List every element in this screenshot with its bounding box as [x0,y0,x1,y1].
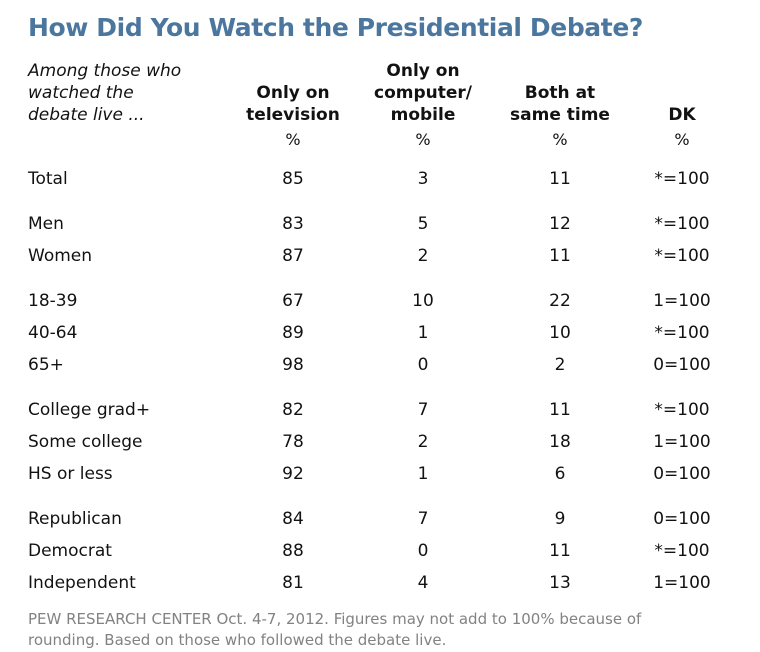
table-row: Republican 84 7 9 0=100 [28,490,732,535]
row-label: HS or less [28,464,113,484]
cell-value: 13 [549,573,571,593]
dk-value: *=100 [654,400,710,420]
dk-value: 0=100 [653,355,711,375]
unit-row: % % % % [28,126,732,150]
dk-value: 1=100 [653,573,711,593]
statistics-table: Among those who watched the debate live … [28,60,732,599]
cell-value: 1 [417,323,429,343]
footnote-line: rounding. Based on those who followed th… [28,631,447,649]
cell-value: 0 [417,355,429,375]
cell-value: 5 [417,214,429,234]
column-header-only-on-computer-mobile: Only on computer/ mobile [374,61,472,125]
table-row: Women 87 2 11 *=100 [28,240,732,272]
cell-value: 88 [282,541,304,561]
table-row: HS or less 92 1 6 0=100 [28,458,732,490]
table-body: Total 85 3 11 *=100 Men 83 5 12 *=100 Women 87 2 11 *=… [28,150,732,599]
row-label: Total [28,169,68,189]
row-label: 18-39 [28,291,78,311]
cell-value: 78 [282,432,304,452]
header-row: Among those who watched the debate live … [28,60,732,126]
cell-value: 98 [282,355,304,375]
table-row: Some college 78 2 18 1=100 [28,426,732,458]
cell-value: 67 [282,291,304,311]
cell-value: 11 [549,400,571,420]
cell-value: 82 [282,400,304,420]
cell-value: 7 [417,509,429,529]
dk-value: 0=100 [653,464,711,484]
table-row: Democrat 88 0 11 *=100 [28,535,732,567]
row-label: 40-64 [28,323,78,343]
cell-value: 2 [417,432,429,452]
cell-value: 4 [417,573,429,593]
unit-spacer [28,126,228,150]
cell-value: 89 [282,323,304,343]
table-row: Independent 81 4 13 1=100 [28,567,732,599]
cell-value: 18 [549,432,571,452]
table-row: 65+ 98 0 2 0=100 [28,349,732,381]
cell-value: 83 [282,214,304,234]
cell-value: 81 [282,573,304,593]
cell-value: 3 [417,169,429,189]
dk-value: 1=100 [653,432,711,452]
cell-value: 11 [549,169,571,189]
column-header-only-on-television: Only on television [246,83,340,125]
footnote: PEW RESEARCH CENTER Oct. 4-7, 2012. Figu… [28,609,732,651]
dk-value: *=100 [654,214,710,234]
page-title: How Did You Watch the Presidential Debat… [28,13,643,42]
row-label: Democrat [28,541,112,561]
percent-sign: % [285,130,301,149]
row-label: Independent [28,573,136,593]
cell-value: 85 [282,169,304,189]
cell-value: 12 [549,214,571,234]
cell-value: 7 [417,400,429,420]
table-row: 40-64 89 1 10 *=100 [28,317,732,349]
cell-value: 84 [282,509,304,529]
cell-value: 1 [417,464,429,484]
cell-value: 2 [554,355,566,375]
cell-value: 11 [549,541,571,561]
cell-value: 9 [554,509,566,529]
column-header-dk: DK [668,105,696,125]
cell-value: 92 [282,464,304,484]
table-row: Total 85 3 11 *=100 [28,150,732,195]
percent-sign: % [552,130,568,149]
table-row: College grad+ 82 7 11 *=100 [28,381,732,426]
table-row: 18-39 67 10 22 1=100 [28,272,732,317]
cell-value: 0 [417,541,429,561]
cell-value: 6 [554,464,566,484]
cell-value: 10 [549,323,571,343]
cell-value: 10 [412,291,434,311]
percent-sign: % [415,130,431,149]
cell-value: 22 [549,291,571,311]
dk-value: *=100 [654,246,710,266]
row-label: Some college [28,432,143,452]
row-label: Republican [28,509,122,529]
percent-sign: % [674,130,690,149]
footnote-line: PEW RESEARCH CENTER Oct. 4-7, 2012. Figu… [28,610,642,628]
cell-value: 11 [549,246,571,266]
table-row: Men 83 5 12 *=100 [28,195,732,240]
dk-value: 1=100 [653,291,711,311]
dk-value: 0=100 [653,509,711,529]
cell-value: 87 [282,246,304,266]
row-label: Women [28,246,93,266]
table-header: Among those who watched the debate live … [28,60,732,150]
dk-value: *=100 [654,169,710,189]
row-label: Men [28,214,64,234]
dk-value: *=100 [654,541,710,561]
cell-value: 2 [417,246,429,266]
row-label: 65+ [28,355,64,375]
dk-value: *=100 [654,323,710,343]
column-header-both-at-same-time: Both at same time [510,83,610,125]
row-label: College grad+ [28,400,151,420]
table-subtitle: Among those who watched the debate live … [28,61,182,125]
